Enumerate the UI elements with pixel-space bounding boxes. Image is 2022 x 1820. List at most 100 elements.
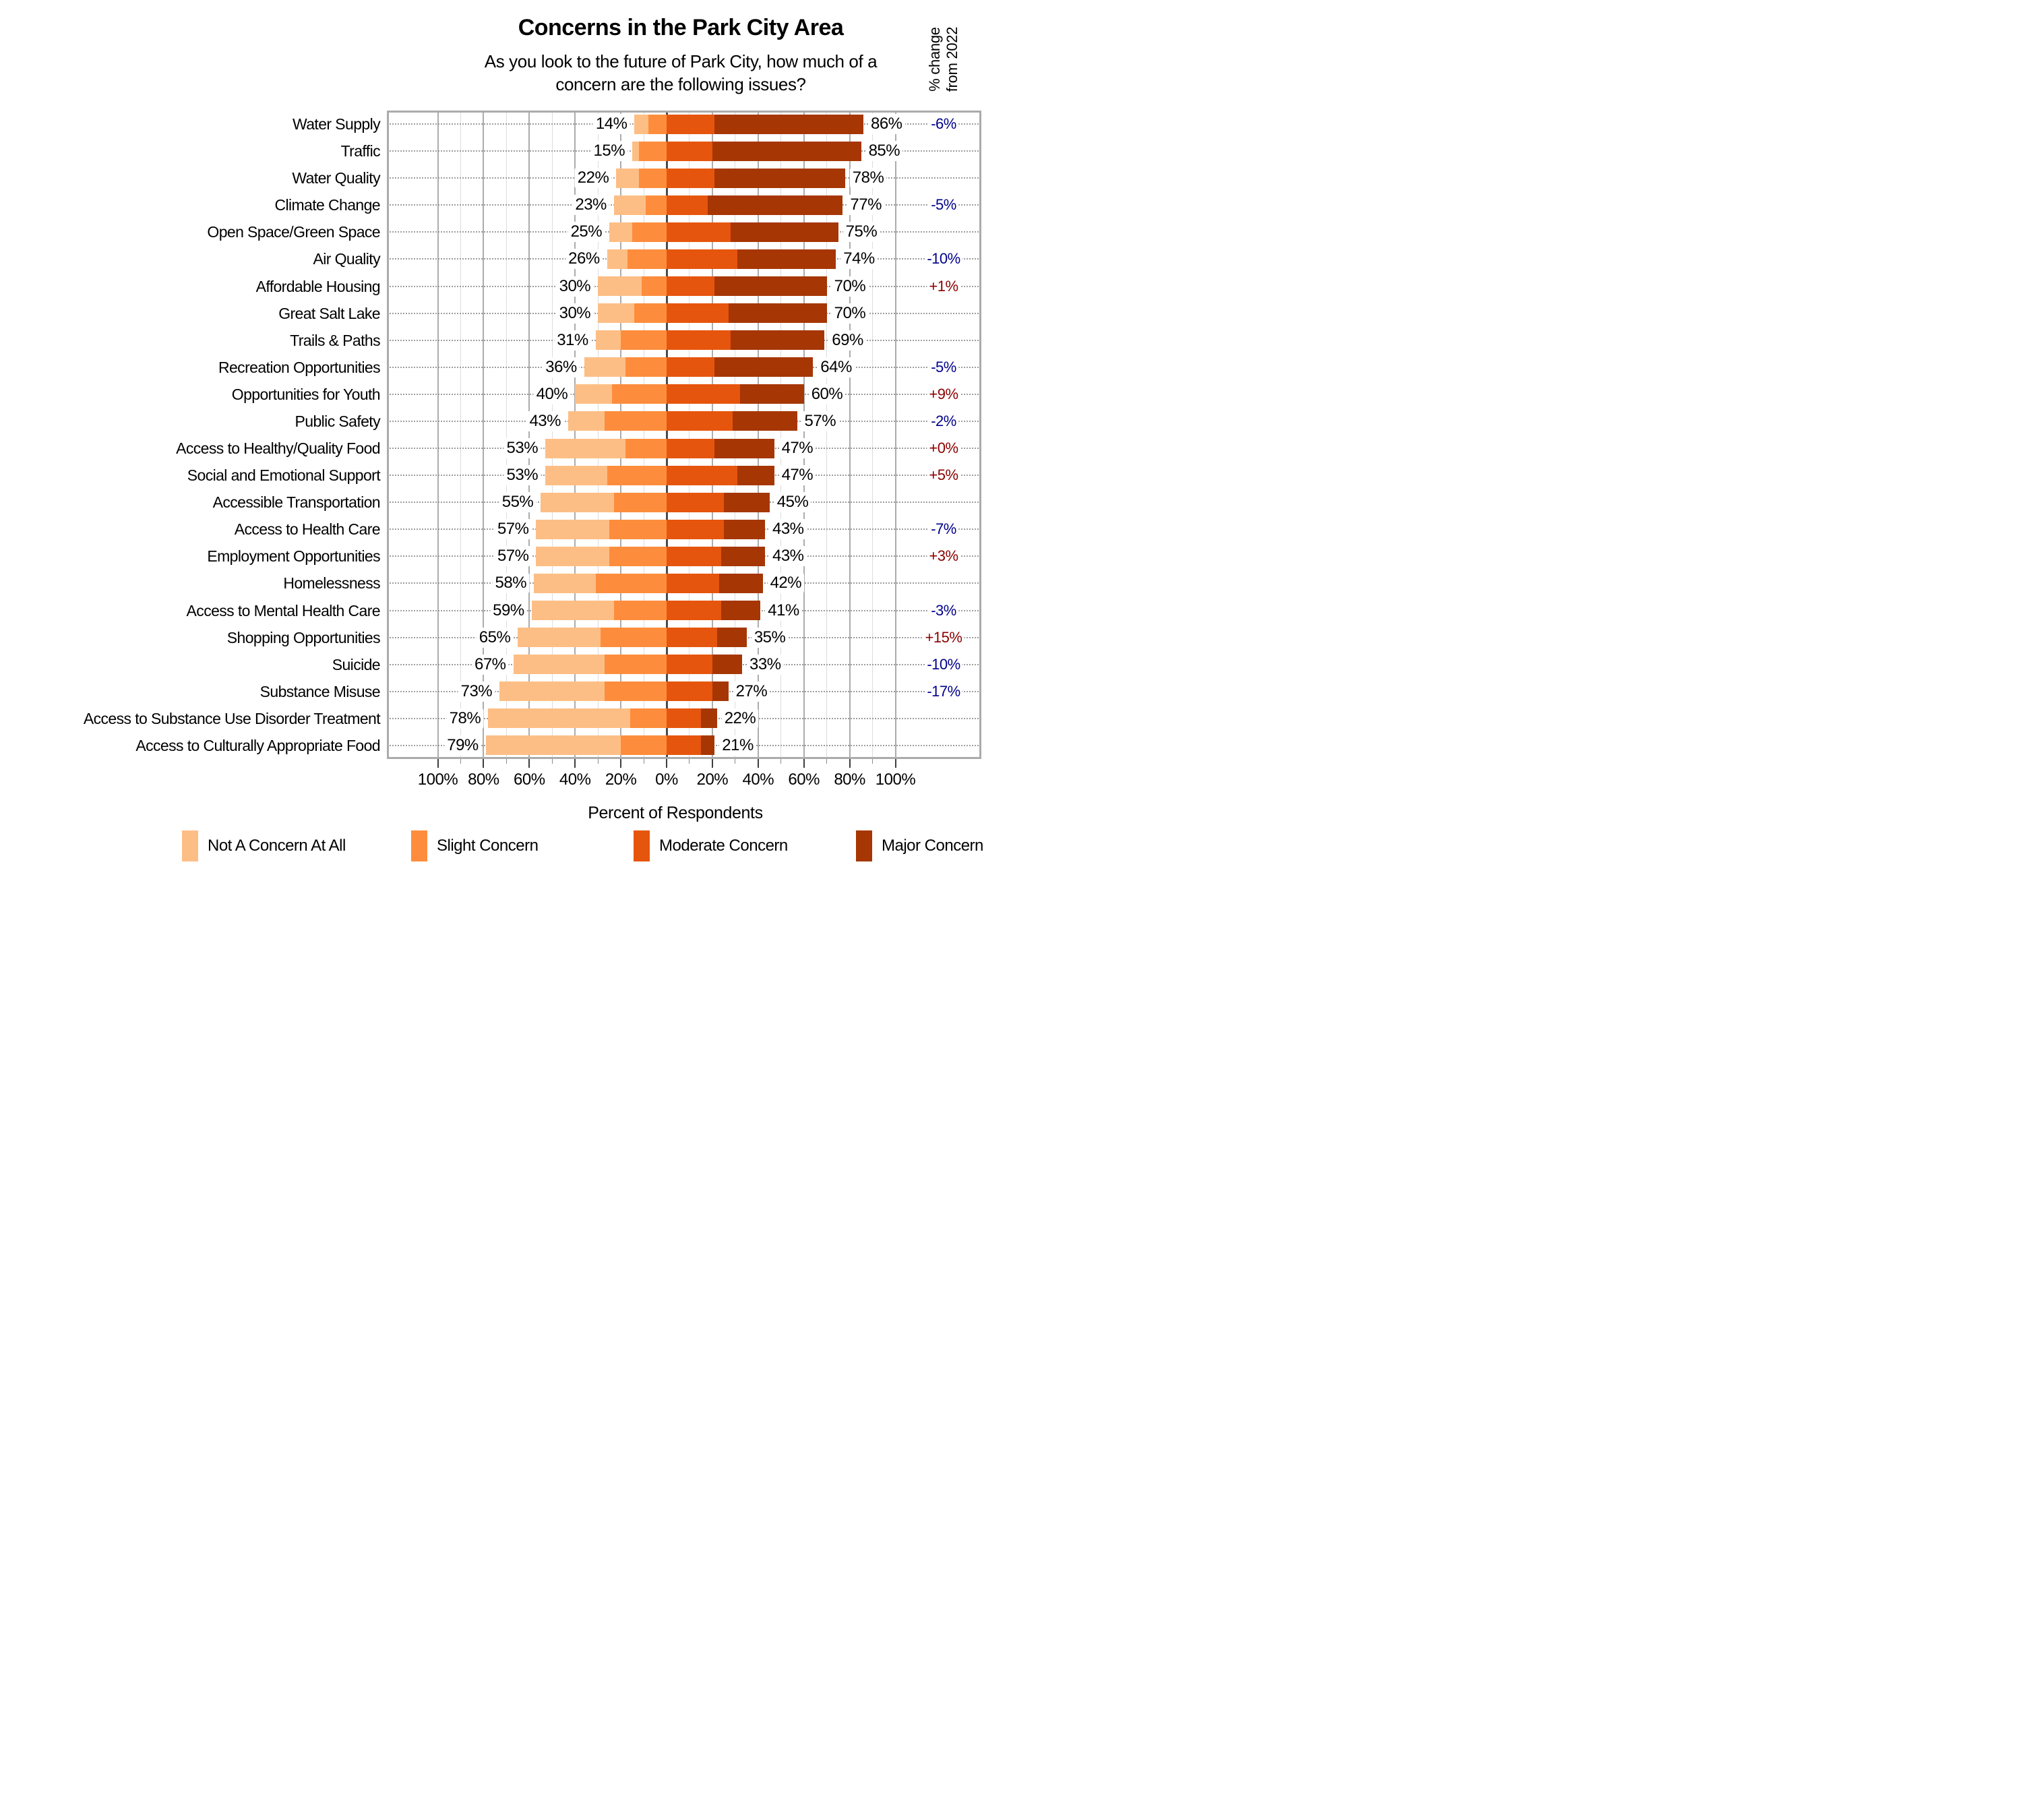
bar-segment-not-a-concern <box>499 681 605 702</box>
chart-canvas: Concerns in the Park City Area As you lo… <box>0 0 1011 910</box>
category-label: Water Supply <box>292 115 381 133</box>
bar-segment-not-a-concern <box>541 492 614 512</box>
bar-segment-slight-concern <box>646 195 667 215</box>
minor-gridline <box>506 111 507 759</box>
minor-gridline <box>826 111 828 759</box>
x-tick-label: 60% <box>788 770 820 789</box>
bar-segment-major-concern <box>719 573 763 593</box>
major-tick <box>483 759 485 768</box>
minor-tick <box>872 759 874 764</box>
category-label: Access to Culturally Appropriate Food <box>135 736 380 754</box>
major-tick <box>849 759 851 768</box>
right-total-label: 70% <box>831 276 869 297</box>
right-total-label: 60% <box>808 384 846 404</box>
bar-segment-slight-concern <box>605 681 667 702</box>
x-tick-label: 80% <box>468 770 499 789</box>
right-total-label: 75% <box>842 222 880 243</box>
left-total-label: 73% <box>458 681 495 702</box>
bar-segment-not-a-concern <box>584 357 625 377</box>
bar-segment-major-concern <box>739 384 804 404</box>
bar-segment-slight-concern <box>632 222 667 242</box>
category-label: Shopping Opportunities <box>226 628 381 646</box>
bar-segment-slight-concern <box>605 411 667 431</box>
right-total-label: 64% <box>818 357 855 377</box>
bar-segment-moderate-concern <box>667 276 715 297</box>
bar-segment-moderate-concern <box>667 195 708 215</box>
left-total-label: 53% <box>503 465 541 486</box>
left-total-label: 40% <box>533 384 571 404</box>
bar-segment-major-concern <box>733 411 797 431</box>
right-total-label: 45% <box>774 492 811 513</box>
right-total-label: 69% <box>829 330 866 351</box>
bar-segment-not-a-concern <box>568 411 605 431</box>
bar-segment-moderate-concern <box>667 519 724 539</box>
minor-gridline <box>872 111 874 759</box>
category-label: Accessible Transportation <box>212 493 381 512</box>
bar-segment-not-a-concern <box>575 384 612 404</box>
right-total-label: 43% <box>769 546 807 567</box>
x-tick-label: 100% <box>417 770 458 789</box>
major-gridline <box>711 111 713 759</box>
left-total-label: 57% <box>494 519 532 540</box>
bar-segment-major-concern <box>714 168 845 188</box>
chart-title: Concerns in the Park City Area <box>518 15 844 40</box>
change-from-2022-label: -5% <box>929 195 958 215</box>
bar-segment-not-a-concern <box>518 628 601 648</box>
bar-segment-slight-concern <box>605 655 667 675</box>
bar-segment-not-a-concern <box>513 655 605 675</box>
change-from-2022-label: -10% <box>925 249 962 269</box>
change-from-2022-label: -5% <box>929 357 958 377</box>
right-total-label: 35% <box>751 627 789 648</box>
bar-segment-not-a-concern <box>485 735 621 756</box>
left-total-label: 36% <box>543 357 580 377</box>
change-from-2022-label: -2% <box>929 411 958 431</box>
bar-segment-not-a-concern <box>536 546 610 566</box>
bar-segment-moderate-concern <box>667 681 712 702</box>
right-total-label: 47% <box>778 438 816 459</box>
category-label: Affordable Housing <box>255 277 381 295</box>
change-from-2022-label: -10% <box>925 655 962 674</box>
bar-segment-moderate-concern <box>667 384 740 404</box>
left-total-label: 30% <box>556 276 594 297</box>
left-total-label: 55% <box>499 492 537 513</box>
category-label: Public Safety <box>295 412 381 430</box>
bar-segment-major-concern <box>708 195 843 215</box>
right-total-label: 41% <box>765 600 802 621</box>
change-from-2022-label: +15% <box>923 628 964 647</box>
bar-segment-not-a-concern <box>598 303 635 324</box>
x-tick-label: 40% <box>559 770 591 789</box>
left-total-label: 67% <box>471 654 509 675</box>
bar-segment-slight-concern <box>609 546 667 566</box>
bar-segment-moderate-concern <box>667 628 717 648</box>
bar-segment-major-concern <box>712 681 729 702</box>
major-gridline <box>574 111 576 759</box>
category-label: Access to Mental Health Care <box>186 601 381 619</box>
minor-tick <box>551 759 553 764</box>
bar-segment-moderate-concern <box>667 655 712 675</box>
category-label: Social and Emotional Support <box>187 466 381 485</box>
minor-tick <box>780 759 782 764</box>
bar-segment-moderate-concern <box>667 249 738 269</box>
right-total-label: 77% <box>847 195 884 216</box>
category-label: Substance Misuse <box>259 682 381 700</box>
minor-gridline <box>780 111 782 759</box>
bar-segment-not-a-concern <box>536 519 610 539</box>
bar-segment-moderate-concern <box>667 168 715 188</box>
bar-segment-not-a-concern <box>609 222 633 242</box>
bar-segment-not-a-concern <box>616 168 640 188</box>
major-tick <box>894 759 896 768</box>
left-total-label: 23% <box>572 195 609 216</box>
major-gridline <box>483 111 485 759</box>
bar-segment-slight-concern <box>600 628 667 648</box>
right-total-label: 21% <box>719 735 756 756</box>
category-label: Access to Health Care <box>234 520 381 539</box>
bar-segment-slight-concern <box>627 249 667 269</box>
bar-segment-major-concern <box>714 276 827 297</box>
change-from-2022-label: -6% <box>929 115 958 134</box>
bar-segment-slight-concern <box>595 573 667 593</box>
major-gridline <box>803 111 805 759</box>
category-label: Employment Opportunities <box>207 547 380 566</box>
right-total-label: 86% <box>867 114 905 135</box>
major-tick <box>620 759 622 768</box>
right-total-label: 85% <box>865 141 903 162</box>
